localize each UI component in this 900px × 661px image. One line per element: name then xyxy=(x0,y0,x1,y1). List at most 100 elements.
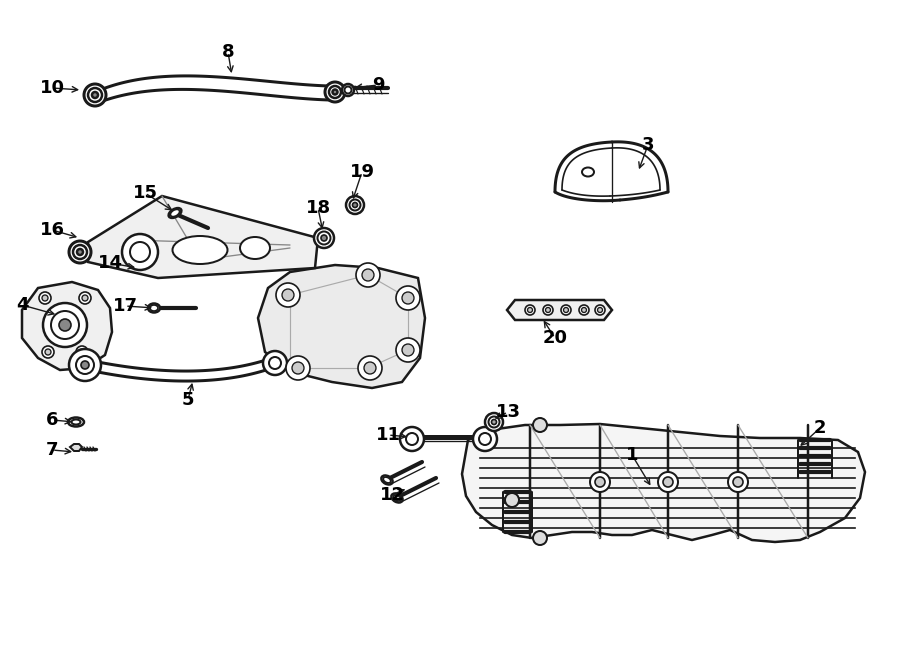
Text: 13: 13 xyxy=(496,403,520,421)
Ellipse shape xyxy=(92,92,98,98)
Ellipse shape xyxy=(485,413,503,431)
Circle shape xyxy=(595,305,605,315)
Circle shape xyxy=(364,362,376,374)
Text: 9: 9 xyxy=(372,76,384,94)
Ellipse shape xyxy=(88,88,102,102)
Circle shape xyxy=(658,472,678,492)
Circle shape xyxy=(59,319,71,331)
Ellipse shape xyxy=(325,82,345,102)
Circle shape xyxy=(122,234,158,270)
Polygon shape xyxy=(88,196,318,278)
Text: 7: 7 xyxy=(46,441,58,459)
Text: 15: 15 xyxy=(132,184,157,202)
Ellipse shape xyxy=(393,495,400,501)
Ellipse shape xyxy=(489,416,500,428)
Text: 12: 12 xyxy=(380,486,404,504)
Ellipse shape xyxy=(329,86,341,98)
Circle shape xyxy=(561,305,571,315)
Circle shape xyxy=(79,349,85,355)
Text: 1: 1 xyxy=(626,446,638,464)
Ellipse shape xyxy=(168,208,182,218)
Circle shape xyxy=(473,427,497,451)
Circle shape xyxy=(45,349,51,355)
Circle shape xyxy=(590,472,610,492)
Text: 14: 14 xyxy=(97,254,122,272)
Text: 2: 2 xyxy=(814,419,826,437)
Circle shape xyxy=(581,307,587,313)
Circle shape xyxy=(358,356,382,380)
Circle shape xyxy=(42,346,54,358)
Ellipse shape xyxy=(383,477,391,483)
Circle shape xyxy=(43,303,87,347)
Text: 20: 20 xyxy=(543,329,568,347)
Polygon shape xyxy=(22,282,112,370)
Polygon shape xyxy=(70,444,82,451)
Ellipse shape xyxy=(382,475,392,485)
Circle shape xyxy=(728,472,748,492)
Circle shape xyxy=(69,349,101,381)
Ellipse shape xyxy=(349,200,361,210)
Circle shape xyxy=(282,289,294,301)
Circle shape xyxy=(479,433,491,445)
Circle shape xyxy=(82,295,88,301)
Circle shape xyxy=(76,356,94,374)
Circle shape xyxy=(396,286,420,310)
Circle shape xyxy=(400,427,424,451)
Circle shape xyxy=(533,531,547,545)
Circle shape xyxy=(292,362,304,374)
Circle shape xyxy=(81,361,89,369)
Ellipse shape xyxy=(77,249,83,255)
Circle shape xyxy=(663,477,673,487)
Circle shape xyxy=(533,418,547,432)
Text: 10: 10 xyxy=(40,79,65,97)
Circle shape xyxy=(402,292,414,304)
Circle shape xyxy=(543,305,553,315)
Circle shape xyxy=(39,292,51,304)
Polygon shape xyxy=(258,265,425,388)
Polygon shape xyxy=(507,300,612,320)
Text: 11: 11 xyxy=(375,426,401,444)
Ellipse shape xyxy=(332,89,338,95)
Circle shape xyxy=(79,292,91,304)
Circle shape xyxy=(595,477,605,487)
Text: 17: 17 xyxy=(112,297,138,315)
Circle shape xyxy=(286,356,310,380)
Ellipse shape xyxy=(346,196,364,214)
Text: 8: 8 xyxy=(221,43,234,61)
Ellipse shape xyxy=(314,228,334,248)
Ellipse shape xyxy=(68,418,84,426)
Text: 6: 6 xyxy=(46,411,58,429)
Circle shape xyxy=(269,357,281,369)
Ellipse shape xyxy=(392,494,402,502)
Text: 18: 18 xyxy=(305,199,330,217)
Circle shape xyxy=(276,283,300,307)
Ellipse shape xyxy=(318,231,330,245)
Ellipse shape xyxy=(170,210,180,217)
Circle shape xyxy=(42,295,48,301)
Ellipse shape xyxy=(148,303,160,313)
Text: 19: 19 xyxy=(349,163,374,181)
Circle shape xyxy=(51,311,79,339)
Ellipse shape xyxy=(84,84,106,106)
Circle shape xyxy=(598,307,602,313)
Polygon shape xyxy=(462,424,865,542)
Ellipse shape xyxy=(69,241,91,263)
Text: 16: 16 xyxy=(40,221,65,239)
Circle shape xyxy=(263,351,287,375)
Text: 3: 3 xyxy=(642,136,654,154)
Circle shape xyxy=(356,263,380,287)
Text: 4: 4 xyxy=(16,296,28,314)
Ellipse shape xyxy=(150,305,158,311)
Ellipse shape xyxy=(240,237,270,259)
Circle shape xyxy=(505,493,519,507)
Circle shape xyxy=(402,344,414,356)
Circle shape xyxy=(527,307,533,313)
Circle shape xyxy=(733,477,743,487)
Ellipse shape xyxy=(491,420,497,424)
Circle shape xyxy=(406,433,418,445)
Circle shape xyxy=(525,305,535,315)
Ellipse shape xyxy=(321,235,327,241)
Ellipse shape xyxy=(353,202,357,208)
Text: 5: 5 xyxy=(182,391,194,409)
Ellipse shape xyxy=(173,236,228,264)
